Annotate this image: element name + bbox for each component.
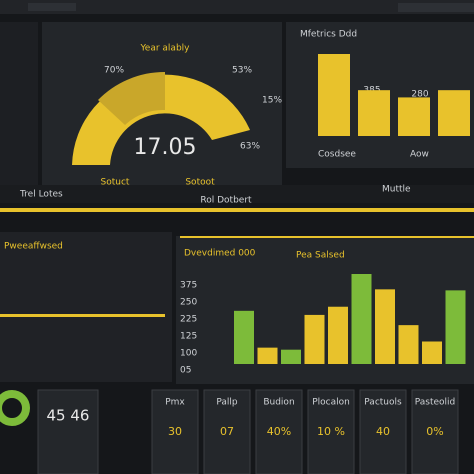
bar bbox=[281, 349, 301, 364]
strip bbox=[0, 185, 474, 203]
strip-center: Rol Dotbert bbox=[200, 196, 252, 206]
gauge-title: Year alably bbox=[140, 44, 191, 54]
gauge-arc-shade bbox=[98, 71, 165, 125]
sidebar bbox=[0, 22, 38, 192]
bar bbox=[445, 290, 466, 364]
bar bbox=[375, 289, 395, 364]
tile-value: 40% bbox=[267, 425, 291, 438]
bottom-chart-rule bbox=[180, 236, 474, 238]
tile bbox=[203, 389, 251, 474]
left-title: Pweeaffwsed bbox=[4, 242, 63, 252]
bar bbox=[358, 90, 390, 136]
top-footer: Cosdsee bbox=[318, 150, 356, 160]
tile-value: 30 bbox=[168, 425, 182, 438]
tile bbox=[255, 389, 303, 474]
bar bbox=[351, 274, 372, 364]
tile-value: 0% bbox=[426, 425, 443, 438]
gauge-label: 70% bbox=[104, 66, 124, 76]
gauge-footer: Sotoot bbox=[185, 178, 215, 188]
tile bbox=[411, 389, 459, 474]
tile bbox=[37, 389, 99, 474]
strip-left: Trel Lotes bbox=[19, 190, 63, 200]
bar bbox=[328, 306, 348, 364]
bar bbox=[398, 97, 430, 136]
tile-value: 45 46 bbox=[47, 407, 90, 425]
top-bar bbox=[0, 0, 474, 14]
tile bbox=[307, 389, 355, 474]
tab bbox=[28, 3, 76, 11]
bar bbox=[257, 347, 278, 364]
tick-label: 225 bbox=[180, 315, 197, 325]
tile-label: Pasteolid bbox=[415, 398, 456, 408]
tile-label: Pmx bbox=[165, 398, 185, 408]
gauge-label: 63% bbox=[240, 142, 260, 152]
bar bbox=[438, 90, 470, 136]
bottom-title: Dvevdimed 000 bbox=[184, 249, 256, 259]
bottom-subtitle: Pea Salsed bbox=[296, 251, 345, 261]
bar bbox=[398, 325, 419, 364]
bar bbox=[304, 314, 325, 364]
tile-value: 40 bbox=[376, 425, 390, 438]
tick-label: 05 bbox=[180, 366, 191, 376]
bar bbox=[234, 310, 254, 364]
left-line bbox=[0, 314, 165, 317]
tile-value: 07 bbox=[220, 425, 234, 438]
bar bbox=[318, 54, 350, 136]
gauge-label: 53% bbox=[232, 66, 252, 76]
divider bbox=[0, 208, 474, 212]
search bbox=[398, 3, 474, 12]
tick-label: 375 bbox=[180, 281, 197, 291]
gauge-value: 17.05 bbox=[134, 135, 197, 160]
tile bbox=[359, 389, 407, 474]
left-panel bbox=[0, 232, 172, 382]
tick-label: 250 bbox=[180, 298, 197, 308]
tile-label: Plocalon bbox=[312, 398, 350, 408]
top-chart-title: Mfetrics Ddd bbox=[300, 30, 357, 40]
tick-label: 125 bbox=[180, 332, 197, 342]
tick-label: 100 bbox=[180, 349, 197, 359]
tile-label: Budion bbox=[263, 398, 294, 408]
strip-right: Muttle bbox=[382, 185, 411, 195]
tile-label: Pactuols bbox=[364, 398, 402, 408]
tile-label: Pallp bbox=[216, 398, 238, 408]
tile-value: 10 % bbox=[317, 425, 345, 438]
top-footer: Aow bbox=[410, 150, 429, 160]
tile-donut bbox=[0, 390, 30, 426]
gauge-footer: Sotuct bbox=[101, 178, 130, 188]
gauge-label: 15% bbox=[262, 96, 282, 106]
tile bbox=[151, 389, 199, 474]
bar bbox=[422, 341, 442, 364]
top-value-label: 280 bbox=[411, 90, 428, 100]
